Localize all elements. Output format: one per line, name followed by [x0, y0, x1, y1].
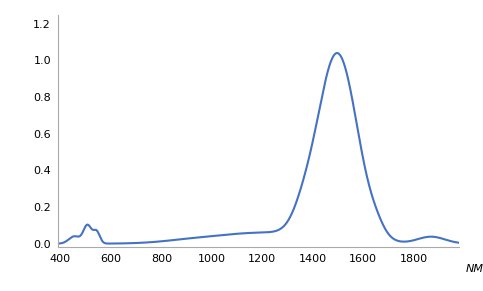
Text: NM: NM: [466, 264, 483, 274]
